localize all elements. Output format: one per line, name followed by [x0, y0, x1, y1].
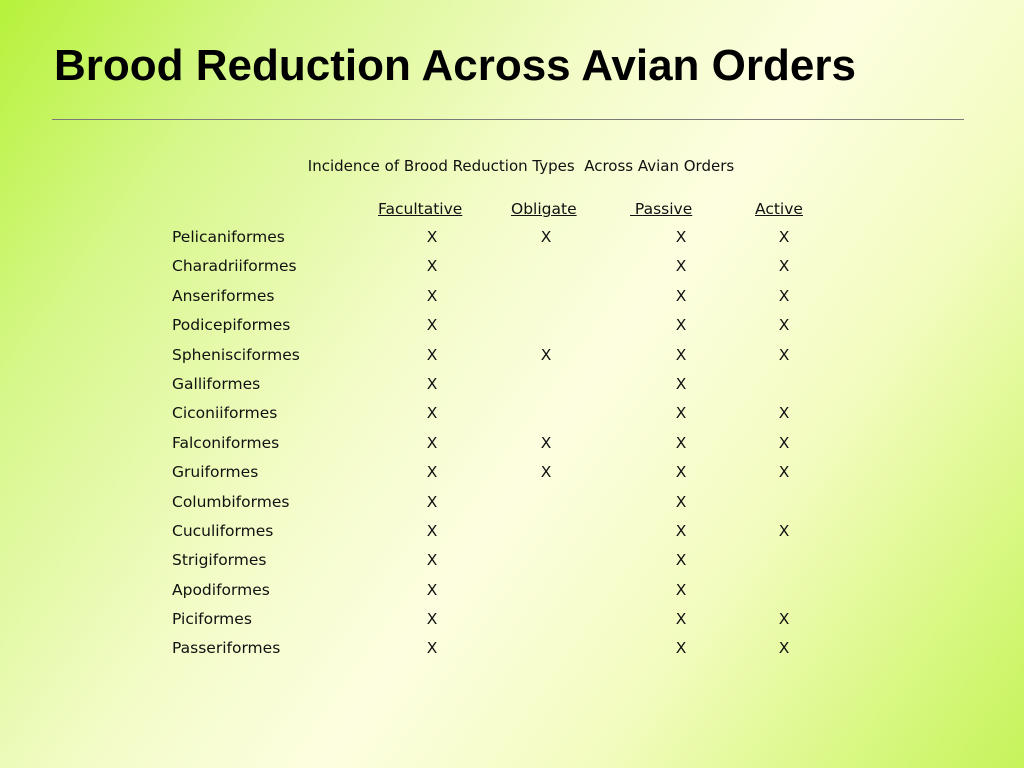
table-row: Piciformes X X X — [172, 607, 852, 636]
table-row: Ciconiiformes X X X — [172, 401, 852, 430]
table-body: Pelicaniformes X X X X Charadriiformes X X X Anse… — [172, 225, 852, 666]
facultative-mark: X — [426, 463, 438, 482]
passive-mark: X — [675, 551, 687, 570]
passive-mark: X — [675, 521, 687, 540]
obligate-mark: X — [540, 228, 552, 246]
active-mark: X — [778, 316, 790, 335]
table-row: Strigiformes X X — [172, 548, 852, 577]
facultative-mark: X — [426, 433, 438, 452]
passive-mark: X — [675, 580, 687, 599]
facultative-mark: X — [426, 610, 438, 629]
table-caption: Incidence of Brood Reduction Types Acros… — [307, 157, 735, 175]
passive-mark: X — [675, 639, 687, 658]
facultative-mark: X — [426, 345, 438, 364]
order-name: Sphenisciformes — [172, 345, 300, 364]
passive-mark: X — [675, 610, 687, 629]
facultative-mark: X — [426, 492, 438, 511]
passive-mark: X — [675, 316, 687, 335]
order-name: Piciformes — [172, 610, 252, 629]
passive-mark: X — [675, 404, 687, 423]
table-row: Gruiformes X X X X — [172, 460, 852, 489]
brood-reduction-table: Facultative Obligate Passive Active Peli… — [172, 197, 852, 666]
order-name: Podicepiformes — [172, 316, 291, 335]
facultative-mark: X — [426, 521, 438, 540]
active-mark: X — [778, 463, 790, 482]
table-row: Anseriformes X X X — [172, 284, 852, 313]
obligate-mark: X — [540, 433, 552, 452]
order-name: Pelicaniformes — [172, 228, 285, 246]
active-mark: X — [778, 228, 790, 246]
passive-mark: X — [675, 433, 687, 452]
table-row: Pelicaniformes X X X X — [172, 225, 852, 254]
header-obligate: Obligate — [511, 200, 577, 218]
facultative-mark: X — [426, 639, 438, 658]
order-name: Ciconiiformes — [172, 404, 278, 423]
slide-title: Brood Reduction Across Avian Orders — [54, 41, 856, 90]
order-name: Cuculiformes — [172, 521, 274, 540]
table-row: Falconiformes X X X X — [172, 431, 852, 460]
header-passive: Passive — [630, 200, 693, 218]
order-name: Apodiformes — [172, 580, 270, 599]
passive-mark: X — [675, 286, 687, 305]
obligate-mark: X — [540, 463, 552, 482]
table-header-row: Facultative Obligate Passive Active — [172, 197, 852, 225]
active-mark: X — [778, 433, 790, 452]
facultative-mark: X — [426, 257, 438, 276]
active-mark: X — [778, 404, 790, 423]
table-row: Columbiformes X X — [172, 490, 852, 519]
passive-mark: X — [675, 345, 687, 364]
active-mark: X — [778, 345, 790, 364]
facultative-mark: X — [426, 228, 438, 246]
header-facultative: Facultative — [378, 200, 463, 218]
order-name: Passeriformes — [172, 639, 281, 658]
passive-mark: X — [675, 492, 687, 511]
active-mark: X — [778, 521, 790, 540]
table-row: Passeriformes X X X — [172, 636, 852, 665]
passive-mark: X — [675, 228, 687, 246]
facultative-mark: X — [426, 316, 438, 335]
table-row: Galliformes X X — [172, 372, 852, 401]
passive-mark: X — [675, 257, 687, 276]
facultative-mark: X — [426, 374, 438, 393]
order-name: Gruiformes — [172, 463, 259, 482]
order-name: Strigiformes — [172, 551, 267, 570]
table-row: Apodiformes X X — [172, 578, 852, 607]
order-name: Galliformes — [172, 374, 261, 393]
table-row: Podicepiformes X X X — [172, 313, 852, 342]
passive-mark: X — [675, 374, 687, 393]
order-name: Anseriformes — [172, 286, 275, 305]
facultative-mark: X — [426, 551, 438, 570]
title-divider — [52, 119, 964, 120]
table-row: Cuculiformes X X X — [172, 519, 852, 548]
facultative-mark: X — [426, 286, 438, 305]
header-active: Active — [755, 200, 803, 218]
passive-mark: X — [675, 463, 687, 482]
order-name: Charadriiformes — [172, 257, 297, 276]
active-mark: X — [778, 610, 790, 629]
table-row: Sphenisciformes X X X X — [172, 343, 852, 372]
obligate-mark: X — [540, 345, 552, 364]
active-mark: X — [778, 639, 790, 658]
active-mark: X — [778, 286, 790, 305]
active-mark: X — [778, 257, 790, 276]
order-name: Columbiformes — [172, 492, 290, 511]
facultative-mark: X — [426, 404, 438, 423]
table-row: Charadriiformes X X X — [172, 254, 852, 283]
order-name: Falconiformes — [172, 433, 280, 452]
facultative-mark: X — [426, 580, 438, 599]
